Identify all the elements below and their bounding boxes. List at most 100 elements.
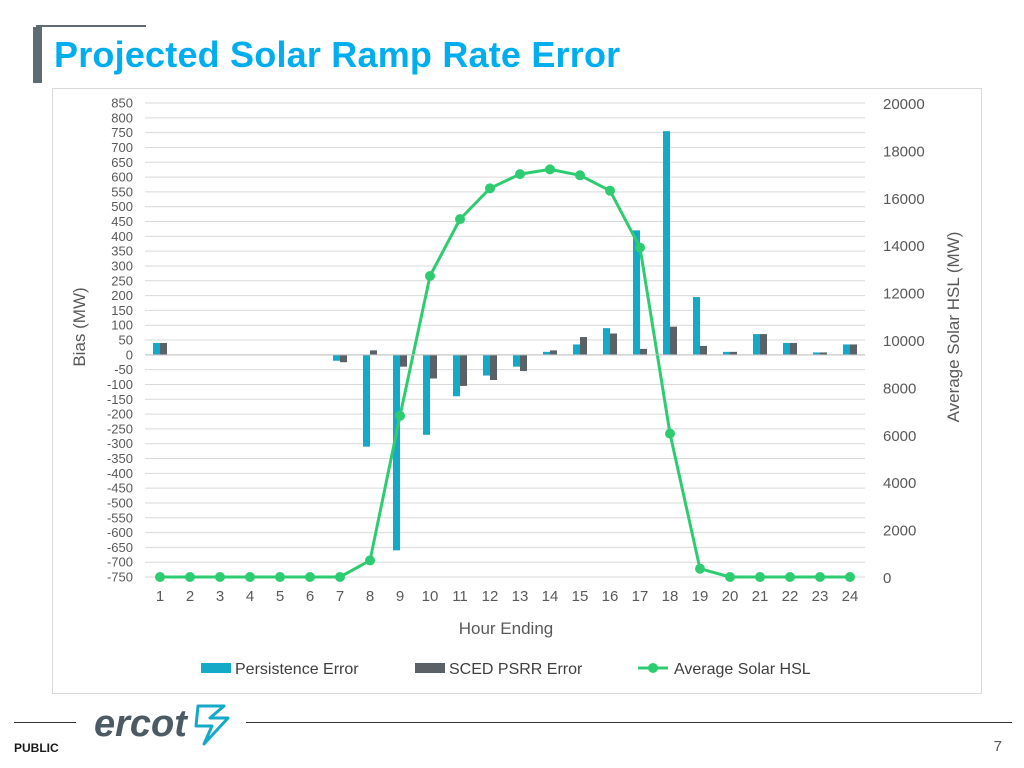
title-accent-bar bbox=[33, 27, 42, 83]
y2-axis-label: Average Solar HSL (MW) bbox=[944, 232, 963, 423]
x-tick-label: 4 bbox=[246, 588, 254, 605]
x-tick-label: 18 bbox=[662, 588, 679, 605]
x-tick-label: 2 bbox=[186, 588, 194, 605]
persistence-error-bar bbox=[843, 344, 850, 355]
solar-hsl-point bbox=[815, 572, 825, 582]
persistence-error-bar bbox=[543, 351, 550, 355]
ercot-logo: ercot bbox=[94, 703, 230, 746]
solar-hsl-point bbox=[245, 572, 255, 582]
y2-tick-label: 20000 bbox=[883, 96, 925, 113]
sced-psrr-error-bar bbox=[460, 354, 467, 386]
y2-tick-label: 14000 bbox=[883, 238, 925, 255]
persistence-error-bar bbox=[603, 328, 610, 355]
solar-hsl-point bbox=[665, 428, 675, 439]
y-tick-label: 150 bbox=[111, 303, 133, 318]
legend-sced-swatch bbox=[415, 663, 445, 673]
y-tick-label: -400 bbox=[107, 466, 133, 481]
solar-hsl-line bbox=[160, 167, 850, 579]
y-tick-label: 50 bbox=[119, 333, 133, 348]
y-tick-label: -150 bbox=[107, 392, 133, 407]
persistence-error-bar bbox=[333, 354, 340, 361]
sced-psrr-error-bar bbox=[760, 334, 767, 355]
y-tick-label: 850 bbox=[111, 96, 133, 111]
y-axis-label: Bias (MW) bbox=[70, 287, 89, 366]
y-tick-label: 600 bbox=[111, 170, 133, 185]
chart-frame: 850 800 750 700 650 600 550 500 450 400 350 300 250 2… bbox=[52, 88, 982, 694]
solar-hsl-point bbox=[335, 572, 345, 582]
y-tick-label: 550 bbox=[111, 184, 133, 199]
chart-svg: 8508007507006506005505004504003503002502… bbox=[70, 96, 963, 679]
persistence-error-bar bbox=[753, 334, 760, 355]
solar-hsl-point bbox=[395, 410, 405, 421]
y2-tick-label: 8000 bbox=[883, 380, 916, 397]
persistence-error-bar bbox=[813, 352, 820, 355]
y-tick-label: -700 bbox=[107, 555, 133, 570]
legend-sced-label: SCED PSRR Error bbox=[449, 661, 583, 678]
slide-title: Projected Solar Ramp Rate Error bbox=[54, 34, 621, 75]
sced-psrr-error-bar bbox=[340, 354, 347, 363]
y-tick-label: 400 bbox=[111, 229, 133, 244]
x-tick-label: 5 bbox=[276, 588, 284, 605]
sced-psrr-error-bar bbox=[790, 342, 797, 355]
solar-hsl-point bbox=[575, 170, 585, 181]
sced-psrr-error-bar bbox=[580, 337, 587, 355]
sced-psrr-error-bar bbox=[640, 348, 647, 355]
y-tick-label: 100 bbox=[111, 318, 133, 333]
x-tick-label: 16 bbox=[602, 588, 619, 605]
sced-psrr-error-bar bbox=[160, 342, 167, 355]
y-tick-label: -350 bbox=[107, 451, 133, 466]
solar-hsl-point bbox=[365, 555, 375, 566]
x-tick-label: 24 bbox=[842, 588, 859, 605]
y-tick-label: 500 bbox=[111, 199, 133, 214]
sced-psrr-error-bar bbox=[490, 354, 497, 380]
y-tick-label: 450 bbox=[111, 214, 133, 229]
legend: Persistence Error SCED PSRR Error Average … bbox=[201, 661, 811, 678]
y-tick-label: -600 bbox=[107, 525, 133, 540]
sced-psrr-error-bar bbox=[520, 354, 527, 372]
x-tick-label: 19 bbox=[692, 588, 709, 605]
y2-tick-label: 12000 bbox=[883, 286, 925, 303]
x-tick-label: 23 bbox=[812, 588, 829, 605]
persistence-error-bar bbox=[663, 131, 670, 355]
title-rule bbox=[36, 25, 146, 27]
logo-text: ercot bbox=[94, 703, 188, 745]
y2-tick-label: 16000 bbox=[883, 191, 925, 208]
persistence-error-bar bbox=[513, 354, 520, 367]
x-tick-label: 6 bbox=[306, 588, 314, 605]
y2-tick-label: 6000 bbox=[883, 428, 916, 445]
x-tick-label: 22 bbox=[782, 588, 799, 605]
y-tick-label: 250 bbox=[111, 273, 133, 288]
y-tick-label: -250 bbox=[107, 421, 133, 436]
y-tick-label: 200 bbox=[111, 288, 133, 303]
y-tick-label: 800 bbox=[111, 110, 133, 125]
y-tick-label: -500 bbox=[107, 495, 133, 510]
persistence-error-bar bbox=[393, 354, 400, 551]
y2-tick-label: 0 bbox=[883, 570, 891, 587]
y2-tick-label: 4000 bbox=[883, 475, 916, 492]
sced-psrr-error-bar bbox=[850, 344, 857, 355]
solar-hsl-point bbox=[755, 572, 765, 582]
persistence-error-bar bbox=[453, 354, 460, 397]
persistence-error-bar bbox=[783, 342, 790, 355]
sced-psrr-error-bar bbox=[400, 354, 407, 367]
logo-bolt-icon bbox=[194, 704, 230, 746]
solar-hsl-point bbox=[725, 572, 735, 582]
persistence-error-bar bbox=[483, 354, 490, 376]
y-tick-label: -100 bbox=[107, 377, 133, 392]
sced-psrr-error-bar bbox=[670, 326, 677, 355]
sced-psrr-error-bar bbox=[820, 352, 827, 355]
x-tick-label: 15 bbox=[572, 588, 589, 605]
solar-hsl-point bbox=[275, 572, 285, 582]
page-number: 7 bbox=[993, 738, 1002, 755]
solar-hsl-point bbox=[485, 183, 495, 194]
y-tick-label: -200 bbox=[107, 407, 133, 422]
solar-line-layer bbox=[155, 164, 855, 582]
x-tick-label: 9 bbox=[396, 588, 404, 605]
y-tick-label: 750 bbox=[111, 125, 133, 140]
x-axis-label: Hour Ending bbox=[459, 619, 554, 638]
y-tick-label: -550 bbox=[107, 510, 133, 525]
solar-hsl-point bbox=[215, 572, 225, 582]
solar-hsl-point bbox=[785, 572, 795, 582]
solar-hsl-point bbox=[155, 572, 165, 582]
sced-psrr-error-bar bbox=[700, 345, 707, 355]
